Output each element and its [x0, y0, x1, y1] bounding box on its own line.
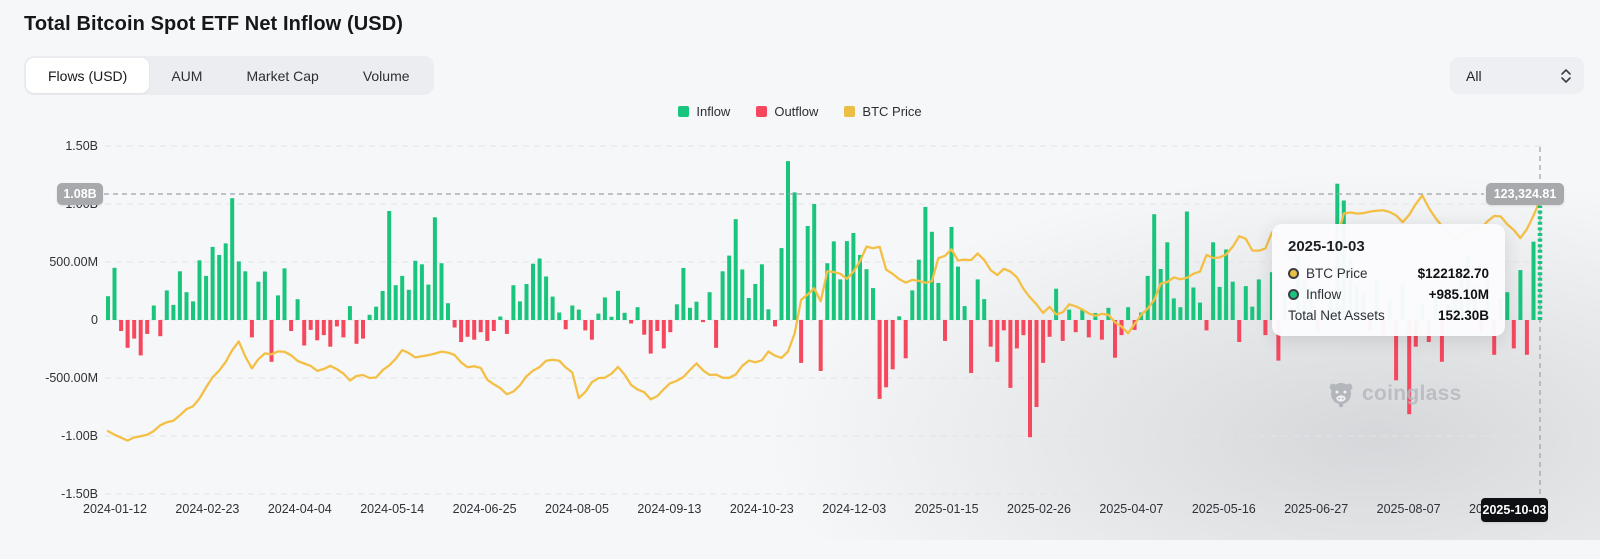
legend-label: BTC Price [862, 104, 922, 119]
x-axis-label: 2025-05-16 [1191, 502, 1256, 516]
tooltip-row-btc-price: BTC Price $122182.70 [1288, 266, 1489, 281]
x-axis-label: 2025-04-07 [1099, 502, 1164, 516]
tooltip: 2025-10-03 BTC Price $122182.70 Inflow +… [1272, 224, 1505, 336]
tab-market-cap[interactable]: Market Cap [246, 67, 319, 84]
view-tabs: Flows (USD) AUM Market Cap Volume [24, 56, 434, 95]
range-select[interactable]: All [1450, 57, 1584, 94]
y-axis-label: -1.50B [61, 487, 98, 501]
crosshair-price-badge: 123,324.81 [1486, 183, 1564, 205]
legend-swatch-icon [844, 106, 856, 117]
tab-aum[interactable]: AUM [171, 67, 203, 84]
chevron-up-down-icon [1561, 68, 1571, 83]
legend-item-outflow[interactable]: Outflow [756, 104, 818, 119]
legend-label: Inflow [696, 104, 731, 119]
crosshair-y-badge: 1.08B [57, 183, 103, 205]
x-axis-label: 2024-02-23 [175, 502, 240, 516]
tab-volume[interactable]: Volume [362, 67, 410, 84]
inflow-dot-icon [1288, 289, 1299, 300]
tooltip-date: 2025-10-03 [1288, 238, 1365, 255]
tooltip-row-total-net-assets: Total Net Assets 152.30B [1288, 308, 1489, 323]
y-axis-label: -1.00B [61, 429, 98, 443]
y-axis-label: 0 [91, 313, 98, 327]
btc-price-dot-icon [1288, 268, 1299, 279]
crosshair-date-badge: 2025-10-03 [1481, 498, 1548, 522]
x-axis-label: 2024-04-04 [267, 502, 332, 516]
watermark: coinglass [1326, 379, 1462, 409]
tab-flows-usd[interactable]: Flows (USD) [26, 58, 150, 93]
range-select-value: All [1466, 67, 1482, 84]
x-axis-label: 2024-09-13 [637, 502, 702, 516]
y-axis-label: -500.00M [45, 371, 98, 385]
x-axis-label: 2025-08-07 [1376, 502, 1441, 516]
watermark-text: coinglass [1362, 382, 1462, 405]
y-axis-label: 500.00M [49, 255, 98, 269]
legend-swatch-icon [756, 106, 768, 117]
legend-item-inflow[interactable]: Inflow [678, 104, 730, 119]
legend-swatch-icon [678, 106, 690, 117]
x-axis-label: 2024-01-12 [83, 502, 147, 516]
x-axis-label: 2024-08-05 [545, 502, 609, 516]
page-title: Total Bitcoin Spot ETF Net Inflow (USD) [24, 13, 404, 35]
legend-item-btc-price[interactable]: BTC Price [844, 104, 922, 119]
x-axis-label: 2024-10-23 [729, 502, 794, 516]
x-axis-label: 2024-05-14 [360, 502, 425, 516]
coinglass-mascot-icon [1329, 383, 1353, 408]
x-axis-label: 2025-01-15 [914, 502, 979, 516]
chart-legend: Inflow Outflow BTC Price [0, 104, 1600, 119]
x-axis-label: 2024-12-03 [822, 502, 887, 516]
y-axis-label: 1.50B [65, 139, 98, 153]
x-axis-label: 2024-06-25 [452, 502, 517, 516]
x-axis-label: 2025-06-27 [1284, 502, 1349, 516]
x-axis-label: 2025-02-26 [1007, 502, 1071, 516]
legend-label: Outflow [774, 104, 819, 119]
tooltip-row-inflow: Inflow +985.10M [1288, 287, 1489, 302]
